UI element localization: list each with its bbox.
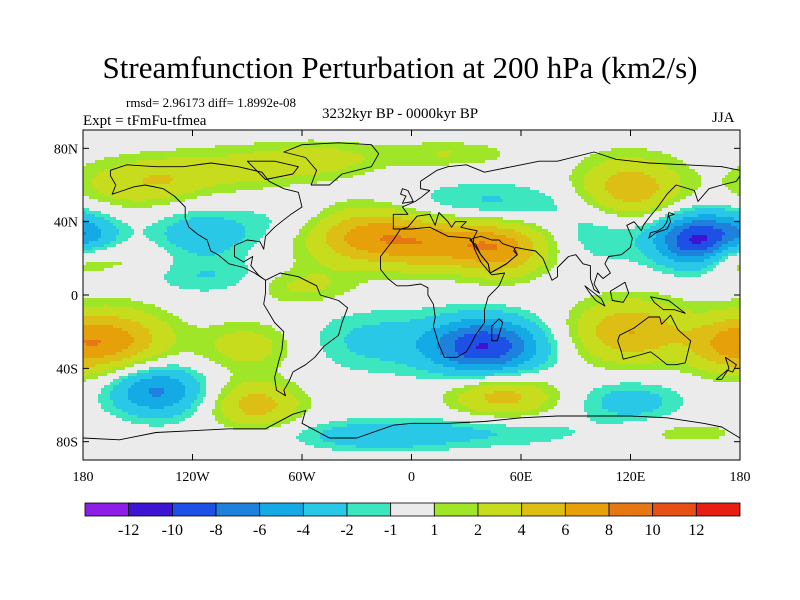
- coastline-south-america: [263, 272, 349, 397]
- rmsd-diff-stats: rmsd= 2.96173 diff= 1.8992e-08: [126, 95, 297, 110]
- colorbar-swatch: [695, 502, 741, 517]
- coastline-sumatra: [584, 285, 606, 307]
- colorbar-label: 1: [430, 522, 438, 539]
- coastline-new-zealand: [715, 356, 737, 380]
- colorbar-label: -6: [253, 522, 266, 539]
- coastline-japan: [648, 212, 675, 239]
- colorbar-label: 4: [518, 522, 526, 539]
- coastline-australia: [617, 314, 692, 366]
- coastline-madagascar: [491, 318, 504, 342]
- contour-band: [83, 148, 740, 424]
- lon-tick-label: 180: [73, 470, 94, 485]
- contour-band: [83, 184, 740, 451]
- lon-tick-label: 120E: [616, 470, 646, 485]
- colorbar-label: -2: [340, 522, 353, 539]
- colorbar-label: -1: [384, 522, 397, 539]
- time-period-label: 3232kyr BP - 0000kyr BP: [322, 106, 479, 122]
- colorbar-label: 6: [561, 522, 569, 539]
- colorbar-swatch: [302, 502, 348, 517]
- coastlines: [83, 142, 740, 441]
- colorbar: -12 -10 -8 -6 -4 -2 -1 1 2 4 6 8 10 12: [84, 502, 741, 539]
- lon-tick-label: 120W: [175, 470, 210, 485]
- colorbar-label: -12: [118, 522, 139, 539]
- contour-band: [83, 172, 740, 415]
- lon-tick-label: 60W: [288, 470, 316, 485]
- coastline-africa: [380, 226, 506, 358]
- colorbar-swatch: [171, 502, 217, 517]
- colorbar-label: 10: [645, 522, 661, 539]
- colorbar-label: -10: [162, 522, 183, 539]
- coastline-baffin: [246, 160, 299, 180]
- colorbar-swatch: [390, 502, 435, 517]
- contour-band: [83, 220, 740, 397]
- colorbar-swatch: [84, 502, 130, 517]
- colorbar-swatch: [477, 502, 523, 517]
- colorbar-swatch: [128, 502, 173, 517]
- coastline-borneo: [609, 281, 630, 303]
- lat-tick-label: 40S: [56, 362, 78, 377]
- coastline-arabia-red-sea: [473, 235, 518, 274]
- lon-tick-label: 60E: [510, 470, 533, 485]
- latitude-axis: 80N 40N 0 40S 80S: [54, 142, 740, 451]
- coastline-north-america: [109, 162, 303, 281]
- lat-tick-label: 40N: [54, 216, 78, 231]
- lon-tick-label: 0: [408, 470, 415, 485]
- colorbar-label: 12: [688, 522, 704, 539]
- lat-tick-label: 80S: [56, 436, 78, 451]
- contour-band: [83, 196, 740, 448]
- colorbar-swatch: [433, 502, 479, 517]
- longitude-axis: 180 120W 60W 0 60E 120E 180: [73, 130, 751, 485]
- colorbar-swatch: [259, 502, 304, 517]
- lat-tick-label: 80N: [54, 142, 78, 157]
- coastline-greenland: [283, 142, 380, 186]
- coastline-antarctica: [83, 410, 740, 441]
- season-label: JJA: [712, 110, 735, 126]
- colorbar-label: -4: [297, 522, 310, 539]
- contour-band: [83, 223, 740, 358]
- colorbar-label: -8: [209, 522, 222, 539]
- lat-tick-label: 0: [71, 289, 78, 304]
- colorbar-label: 2: [474, 522, 482, 539]
- colorbar-swatch: [652, 502, 697, 517]
- colorbar-label: 8: [605, 522, 613, 539]
- lon-tick-label: 180: [730, 470, 751, 485]
- experiment-label: Expt = tFmFu-tfmea: [83, 113, 207, 129]
- streamfunction-field: [83, 130, 740, 460]
- colorbar-swatch: [608, 502, 654, 517]
- contour-band: [83, 214, 740, 409]
- coastline-great-britain: [400, 188, 414, 204]
- colorbar-swatch: [215, 502, 261, 517]
- plot-title: Streamfunction Perturbation at 200 hPa (…: [102, 50, 698, 85]
- coastline-new-guinea: [650, 296, 686, 314]
- colorbar-swatch: [346, 502, 392, 517]
- contour-band: [83, 139, 740, 439]
- colorbar-swatch: [521, 502, 566, 517]
- colorbar-swatch: [564, 502, 610, 517]
